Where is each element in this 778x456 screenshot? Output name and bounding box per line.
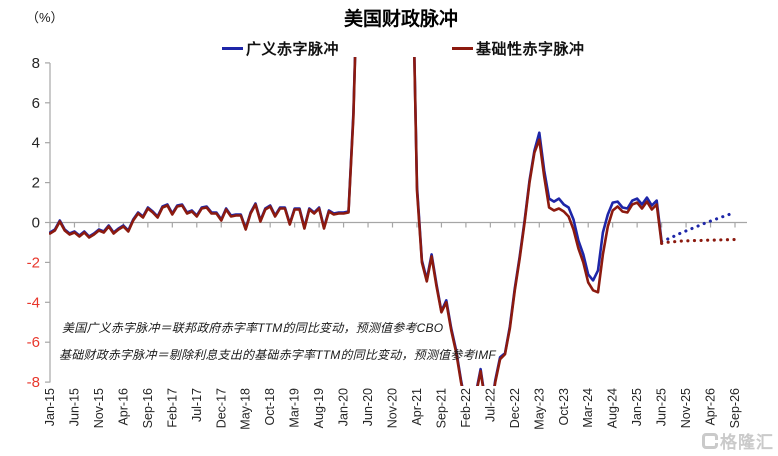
x-tick-label: Jan-20 [337, 388, 351, 426]
footnote-primary-definition: 基础财政赤字脉冲＝剔除利息支出的基础赤字率TTM的同比变动，预测值参考IMF [59, 348, 496, 362]
primary-deficit-line-swatch-icon [452, 47, 473, 50]
y-tick-label: -4 [27, 294, 40, 311]
chart-title: 美国财政脉冲 [343, 9, 458, 30]
x-tick-label: Dec-17 [214, 388, 228, 428]
x-tick-label: Jan-15 [43, 388, 57, 426]
y-tick-label: 8 [32, 55, 40, 72]
x-tick-label: May-23 [532, 388, 546, 430]
x-tick-label: Jul-22 [483, 388, 497, 422]
y-tick-label: 2 [32, 175, 40, 192]
watermark: 格隆汇 [702, 428, 774, 453]
y-tick-label: 4 [32, 135, 40, 152]
x-tick-label: Jan-25 [630, 388, 644, 426]
x-tick-label: Sep-26 [728, 388, 742, 428]
x-tick-label: Jun-15 [67, 388, 81, 426]
x-tick-label: Sep-21 [434, 388, 448, 428]
x-tick-label: Oct-18 [263, 388, 277, 426]
watermark-text: 格隆汇 [720, 433, 774, 452]
unit-label: （%） [26, 10, 64, 25]
x-tick-label: Jun-25 [655, 388, 669, 426]
footnote-broad-definition: 美国广义赤字脉冲＝联邦政府赤字率TTM的同比变动，预测值参考CBO [62, 321, 444, 335]
primary-deficit-forecast-dotted [660, 237, 737, 245]
x-tick-label: Apr-21 [410, 388, 424, 426]
x-tick-label: Feb-22 [459, 388, 473, 428]
x-tick-label: Nov-20 [386, 388, 400, 428]
y-tick-label: 6 [32, 95, 40, 112]
x-tick-label: Apr-16 [116, 388, 130, 426]
x-tick-label: Jul-17 [190, 388, 204, 422]
legend-item-broad-deficit: 广义赤字脉冲 [222, 40, 340, 58]
x-tick-label: Sep-16 [141, 388, 155, 428]
x-tick-label: Feb-17 [165, 388, 179, 428]
y-tick-label: -6 [27, 334, 40, 351]
x-tick-label: Aug-19 [312, 388, 326, 428]
broad-deficit-forecast-dotted [660, 210, 737, 244]
x-tick-label: Dec-22 [508, 388, 522, 428]
x-tick-label: Mar-24 [581, 388, 595, 428]
primary-deficit-line [49, 57, 663, 386]
x-tick-label: Aug-24 [606, 388, 620, 428]
legend-item-primary-deficit: 基础性赤字脉冲 [452, 40, 585, 58]
x-tick-label: May-18 [239, 388, 253, 430]
broad-deficit-line-swatch-icon [222, 47, 243, 50]
legend-label-broad-deficit: 广义赤字脉冲 [246, 41, 340, 58]
x-tick-label: Apr-26 [704, 388, 718, 426]
gelonghui-logo-icon [702, 432, 718, 449]
y-tick-label: -8 [27, 374, 40, 391]
x-tick-label: Mar-19 [288, 388, 302, 428]
x-tick-label: Oct-23 [557, 388, 571, 426]
y-tick-label: 0 [32, 215, 40, 232]
x-tick-label: Nov-25 [679, 388, 693, 428]
x-tick-label: Nov-15 [92, 388, 106, 428]
legend-label-primary-deficit: 基础性赤字脉冲 [476, 41, 585, 58]
x-tick-label: Jun-20 [361, 388, 375, 426]
y-tick-label: -2 [27, 254, 40, 271]
